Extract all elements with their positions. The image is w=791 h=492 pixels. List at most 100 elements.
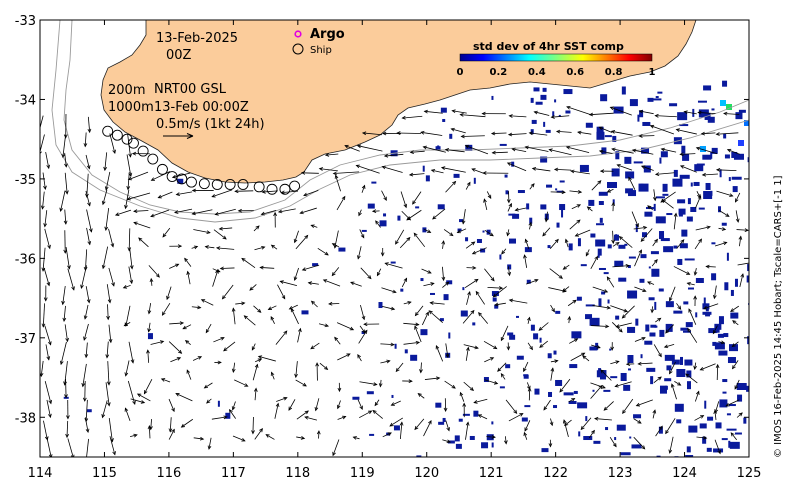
current-vector-head — [310, 300, 316, 305]
current-vector — [323, 279, 341, 287]
sst-pixel — [585, 122, 593, 128]
current-vector — [590, 256, 598, 270]
current-vector — [414, 326, 422, 343]
current-vector — [211, 416, 227, 420]
current-vector — [107, 304, 109, 320]
current-vector — [566, 106, 592, 116]
current-vector — [622, 305, 635, 319]
sst-pixel — [718, 316, 724, 325]
sst-pixel — [723, 333, 729, 338]
current-vector-head — [221, 295, 226, 300]
current-vector — [647, 205, 653, 211]
current-vector-head — [501, 250, 506, 255]
current-vector-head — [465, 421, 470, 426]
current-vector — [653, 189, 656, 201]
current-vector-head — [128, 153, 132, 158]
current-vector-head — [382, 131, 387, 136]
current-vector — [374, 399, 380, 406]
current-vector — [571, 204, 581, 210]
sst-pixel — [690, 206, 697, 212]
current-vector-head — [683, 110, 688, 115]
current-vector-head — [136, 393, 142, 398]
current-vector — [375, 220, 381, 228]
contour-label-1000: 1000m — [108, 100, 154, 115]
current-vector — [559, 378, 571, 393]
sst-pixel — [647, 97, 654, 102]
current-vector-head — [598, 126, 603, 131]
sst-pixel — [439, 318, 444, 322]
sst-pixel — [654, 301, 657, 310]
sst-pixel — [524, 247, 532, 253]
current-vector — [295, 379, 307, 387]
sst-pixel — [616, 424, 626, 431]
current-vector-head — [481, 111, 486, 116]
current-vector-head — [562, 419, 567, 424]
current-vector-head — [735, 218, 740, 223]
sst-pixel — [702, 154, 712, 160]
current-vector-head — [596, 345, 601, 349]
current-vector-head — [599, 169, 605, 174]
current-vector-head — [401, 115, 406, 120]
sst-pixel — [721, 222, 727, 226]
current-vector — [442, 266, 445, 281]
sst-pixel — [641, 147, 650, 154]
current-vector — [125, 305, 131, 327]
sst-pixel — [499, 254, 502, 260]
current-vector-head — [555, 129, 561, 134]
sst-pixel — [422, 227, 427, 233]
current-vector-head — [399, 421, 404, 426]
current-vector-head — [182, 325, 187, 330]
current-vector — [612, 265, 630, 268]
current-vector-head — [598, 384, 603, 390]
current-vector — [187, 271, 191, 285]
current-vector-head — [464, 144, 470, 149]
sst-pixel — [598, 298, 602, 307]
y-tick-label: -37 — [15, 332, 36, 347]
current-vector — [463, 381, 474, 391]
current-vector-head — [355, 164, 360, 169]
current-vector-head — [357, 255, 361, 260]
current-vector — [129, 434, 138, 438]
sst-pixel — [576, 296, 582, 301]
sst-pixel — [664, 354, 675, 361]
current-vector-head — [548, 443, 553, 448]
current-vector — [445, 181, 456, 193]
current-vector-head — [610, 129, 616, 134]
current-vector — [633, 226, 647, 230]
current-vector — [311, 224, 318, 228]
current-vector-head — [550, 115, 555, 119]
sst-pixel — [685, 322, 693, 328]
current-vector-head — [162, 233, 167, 238]
sst-pixel — [721, 438, 728, 441]
current-vector-head — [270, 315, 275, 321]
current-vector-head — [594, 416, 599, 421]
sst-pixel — [540, 156, 548, 163]
current-vector — [64, 152, 67, 167]
sst-pixel — [747, 264, 749, 272]
current-vector — [253, 225, 260, 232]
current-vector-head — [506, 199, 511, 204]
current-vector — [484, 379, 498, 385]
current-vector — [509, 115, 527, 118]
sst-pixel — [671, 359, 680, 365]
current-vector-head — [618, 236, 623, 240]
current-vector-head — [561, 190, 566, 195]
sst-pixel — [669, 103, 678, 107]
current-vector — [500, 373, 506, 380]
sst-pixel — [400, 288, 404, 292]
current-vector — [715, 401, 720, 413]
current-vector-head — [334, 174, 339, 179]
current-vector-head — [360, 234, 365, 239]
current-vector-head — [466, 181, 471, 186]
current-vector-head — [553, 167, 559, 172]
current-vector — [539, 340, 549, 348]
current-vector — [493, 286, 507, 298]
current-vector — [545, 211, 548, 222]
current-vector — [538, 322, 549, 331]
current-vector-head — [712, 330, 717, 335]
current-vector-head — [615, 242, 620, 246]
current-vector-head — [641, 336, 646, 341]
current-vector — [684, 111, 697, 115]
current-vector — [582, 355, 590, 362]
current-vector — [148, 425, 151, 439]
